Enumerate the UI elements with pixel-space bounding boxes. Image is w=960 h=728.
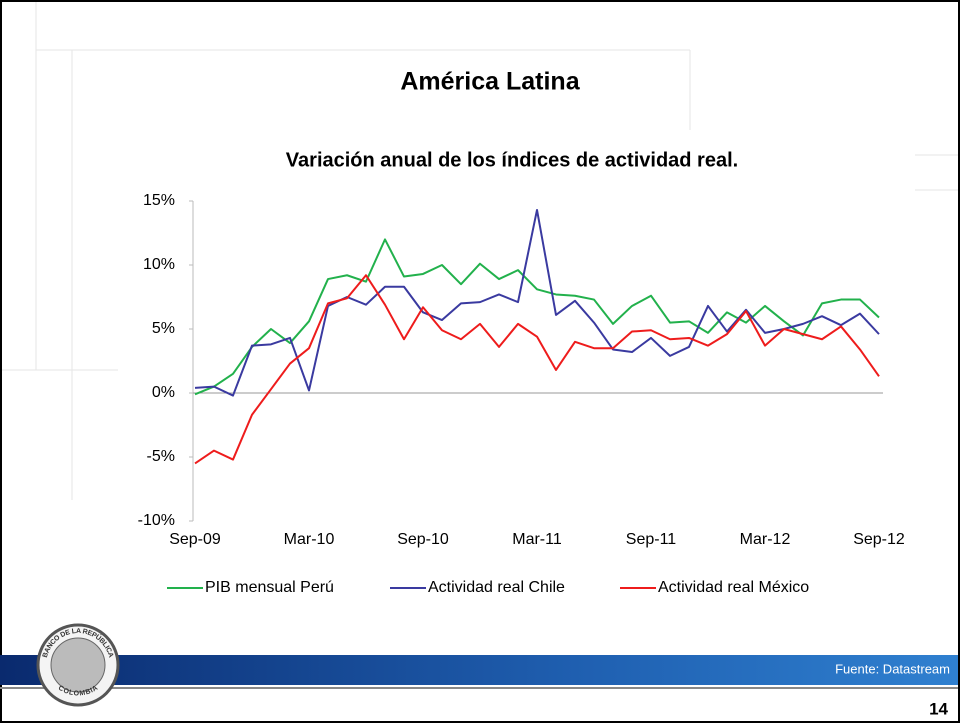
- source: Fuente: Datastream: [835, 661, 950, 676]
- x-tick-label: Mar-10: [284, 531, 335, 548]
- y-tick-label: -10%: [138, 512, 175, 529]
- series-line: [194, 274, 880, 465]
- x-tick-label: Sep-12: [853, 531, 905, 548]
- x-tick-label: Sep-11: [626, 531, 677, 548]
- x-tick-label: Sep-09: [169, 531, 221, 548]
- logo-face: [50, 637, 106, 693]
- x-tick-label: Mar-12: [740, 531, 791, 548]
- series-line: [194, 208, 880, 397]
- slide-title: América Latina: [400, 68, 580, 96]
- decor: [2, 2, 958, 500]
- y-tick-label: 15%: [143, 192, 175, 209]
- y-tick-label: 0%: [152, 384, 175, 401]
- chart-area: [118, 130, 915, 615]
- legend-label: PIB mensual Perú: [205, 579, 334, 596]
- page-number: 14: [929, 699, 948, 718]
- logo: BANCO DE LA REPÚBLICA COLOMBIA: [36, 623, 120, 707]
- chart-title: Variación anual de los índices de activi…: [286, 149, 738, 171]
- y-tick-label: 5%: [152, 320, 175, 337]
- x-tick-label: Mar-11: [512, 531, 562, 548]
- y-tick-label: -5%: [147, 448, 175, 465]
- y-tick-label: 10%: [143, 256, 175, 273]
- footer-bar: [0, 655, 958, 685]
- x-tick-label: Sep-10: [397, 531, 449, 548]
- legend-label: Actividad real Chile: [428, 579, 565, 596]
- legend-label: Actividad real México: [658, 579, 809, 596]
- series-line: [194, 238, 880, 396]
